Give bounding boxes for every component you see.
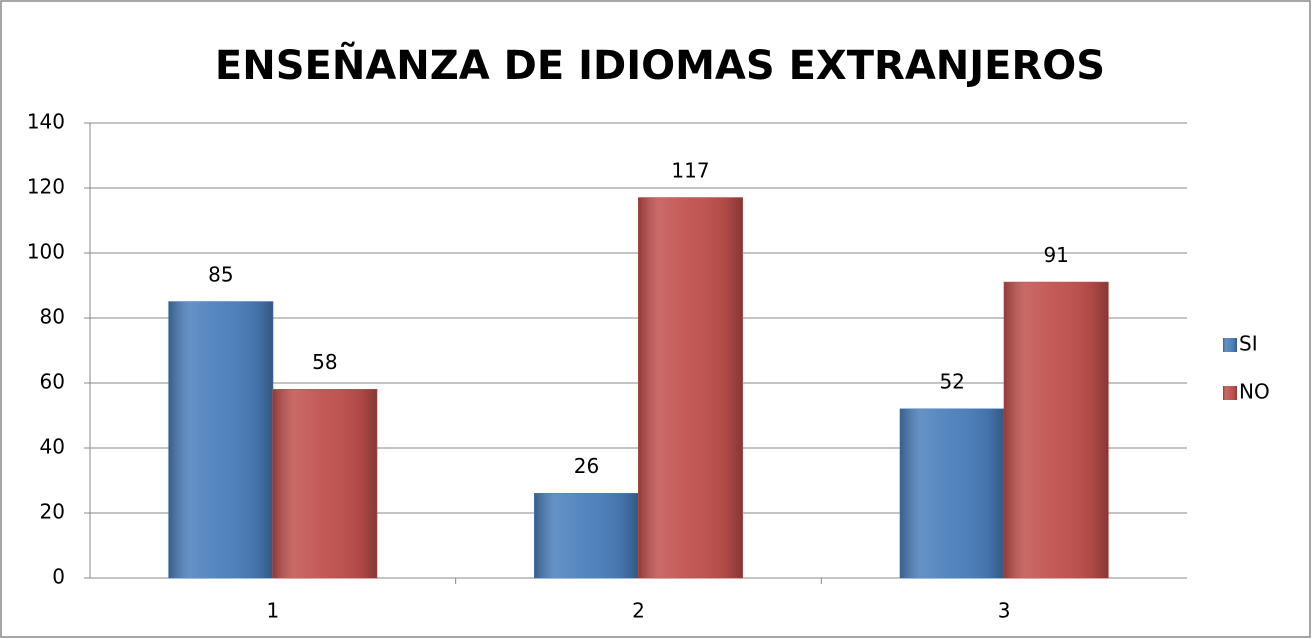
data-label: 117 xyxy=(671,158,709,182)
bar-shade xyxy=(168,301,273,578)
data-label: 58 xyxy=(312,350,337,374)
legend-swatch-shade xyxy=(1223,338,1237,352)
legend-label: NO xyxy=(1239,380,1270,404)
bar-shade xyxy=(272,389,377,578)
y-tick-label: 80 xyxy=(40,305,65,329)
bar-shade xyxy=(900,409,1005,578)
legend-label: SI xyxy=(1239,332,1258,356)
x-tick-label: 1 xyxy=(266,599,279,623)
y-tick-label: 20 xyxy=(40,500,65,524)
y-tick-label: 100 xyxy=(27,240,65,264)
y-tick-label: 40 xyxy=(40,435,65,459)
chart-title: ENSEÑANZA DE IDIOMAS EXTRANJEROS xyxy=(215,41,1105,89)
x-tick-label: 2 xyxy=(632,599,645,623)
y-tick-label: 140 xyxy=(27,110,65,134)
bar-shade xyxy=(534,493,639,578)
data-label: 52 xyxy=(939,370,964,394)
bar-shade xyxy=(1004,282,1109,578)
y-tick-label: 0 xyxy=(52,565,65,589)
x-tick-label: 3 xyxy=(998,599,1011,623)
bar-shade xyxy=(638,197,743,578)
data-label: 85 xyxy=(208,262,233,286)
y-tick-label: 60 xyxy=(40,370,65,394)
data-label: 91 xyxy=(1043,243,1068,267)
data-label: 26 xyxy=(574,454,599,478)
y-tick-label: 120 xyxy=(27,175,65,199)
legend-swatch-shade xyxy=(1223,386,1237,400)
